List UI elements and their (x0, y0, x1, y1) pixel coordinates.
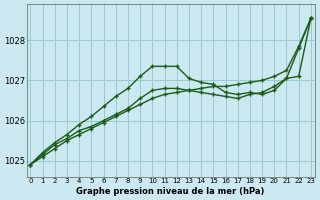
X-axis label: Graphe pression niveau de la mer (hPa): Graphe pression niveau de la mer (hPa) (76, 187, 265, 196)
